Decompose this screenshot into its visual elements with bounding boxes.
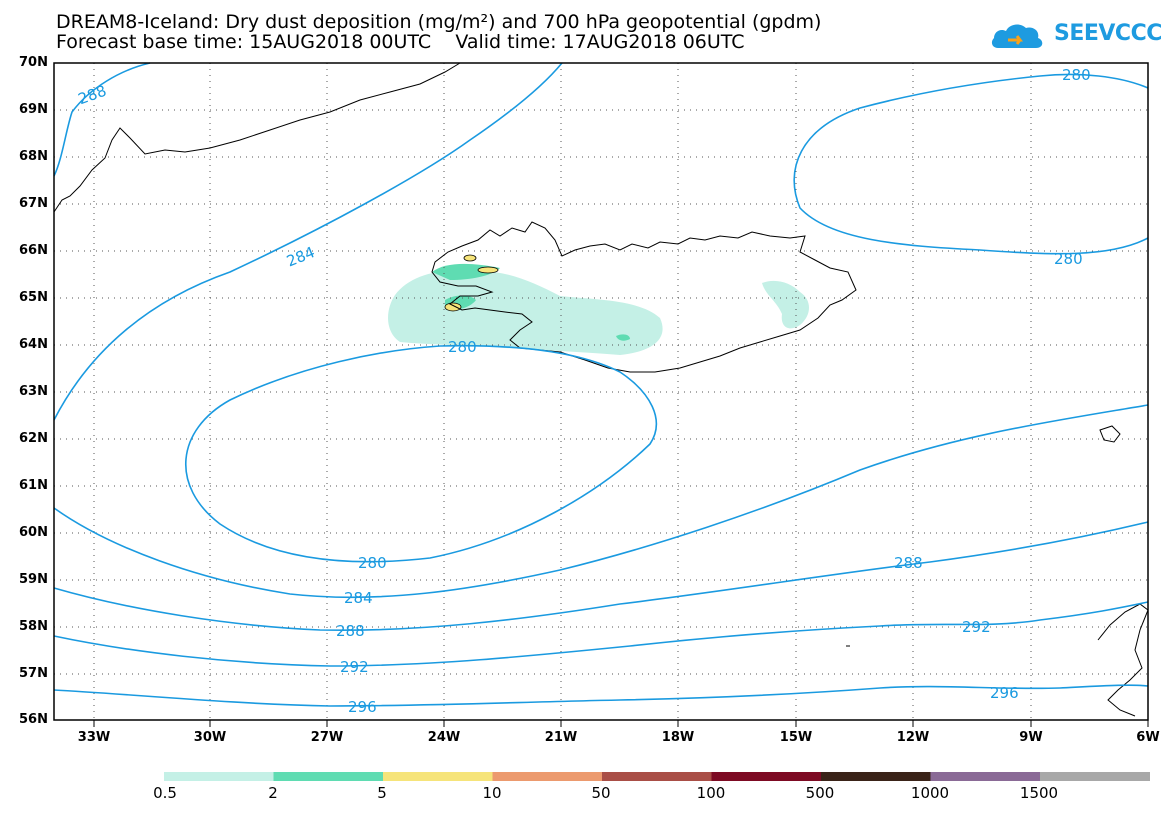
lat-label: 60N — [19, 525, 48, 540]
contour-280-closed — [185, 344, 658, 563]
title-line-1: DREAM8-Iceland: Dry dust deposition (mg/… — [56, 11, 822, 33]
colorbar-swatch — [821, 772, 931, 781]
lat-label: 65N — [19, 290, 48, 305]
colorbar-swatch — [930, 772, 1041, 781]
lon-label: 24W — [427, 730, 461, 745]
contour-label: 292 — [962, 618, 991, 636]
lat-label: 64N — [19, 337, 48, 352]
lon-label: 15W — [779, 730, 813, 745]
lon-label: 6W — [1136, 730, 1160, 745]
lat-label: 61N — [19, 478, 48, 493]
lon-label: 9W — [1019, 730, 1043, 745]
colorbar-label: 50 — [591, 784, 611, 802]
contour-label: 280 — [1054, 250, 1083, 268]
colorbar-swatch — [1040, 772, 1150, 781]
contour-280-ne — [793, 73, 1149, 255]
coastlines — [53, 62, 1149, 717]
colorbar-swatch — [492, 772, 603, 781]
colorbar-label: 5 — [377, 784, 387, 802]
contour-label: 280 — [358, 554, 387, 572]
contour-label: 288 — [76, 82, 109, 109]
contour-label: 292 — [340, 658, 369, 676]
contour-label: 288 — [894, 554, 923, 572]
lon-label: 33W — [77, 730, 111, 745]
cloud-logo-icon — [991, 24, 1043, 48]
colorbar-label: 100 — [696, 784, 726, 802]
lat-label: 69N — [19, 102, 48, 117]
contour-label: 280 — [448, 338, 477, 356]
lon-label: 21W — [544, 730, 578, 745]
lat-label: 70N — [19, 55, 48, 70]
contour-label: 288 — [336, 622, 365, 640]
iceland-coast — [431, 221, 857, 373]
contour-label: 296 — [348, 698, 377, 716]
lon-label: 27W — [310, 730, 344, 745]
dust-deposition-field — [388, 254, 809, 355]
contour-label: 280 — [1062, 66, 1091, 84]
scotland-coast — [1097, 603, 1149, 717]
lat-label: 62N — [19, 431, 48, 446]
contour-284 — [53, 62, 563, 421]
contour-label: 296 — [990, 684, 1019, 702]
colorbar-label: 10 — [482, 784, 502, 802]
lat-label: 57N — [19, 666, 48, 681]
axis-ticks — [93, 720, 1149, 727]
lat-label: 56N — [19, 712, 48, 727]
colorbar-label: 500 — [805, 784, 835, 802]
lat-label: 68N — [19, 149, 48, 164]
lon-label: 12W — [896, 730, 930, 745]
contour-292 — [53, 601, 1149, 667]
colorbar-label: 2 — [268, 784, 278, 802]
colorbar-label: 1500 — [1019, 784, 1059, 802]
title-line-2: Forecast base time: 15AUG2018 00UTC Vali… — [56, 31, 745, 53]
contour-296 — [53, 684, 1149, 707]
faroe-coast — [1099, 425, 1121, 443]
greenland-coast — [53, 62, 461, 213]
gridlines — [54, 63, 1148, 720]
lat-label: 66N — [19, 243, 48, 258]
lat-label: 67N — [19, 196, 48, 211]
colorbar-label: 1000 — [910, 784, 950, 802]
colorbar-swatch — [383, 772, 493, 781]
contour-label: 284 — [284, 243, 317, 270]
map-frame — [53, 62, 1149, 721]
contour-284-south — [53, 404, 1149, 599]
logo-text: SEEVCCC — [1054, 21, 1162, 46]
lon-label: 18W — [661, 730, 695, 745]
colorbar-swatch — [602, 772, 712, 781]
colorbar-swatch — [164, 772, 274, 781]
lat-label: 58N — [19, 619, 48, 634]
contour-label: 284 — [344, 589, 373, 607]
colorbar-label: 0.5 — [153, 784, 177, 802]
contour-288 — [53, 521, 1149, 632]
lat-label: 59N — [19, 572, 48, 587]
colorbar — [164, 772, 1150, 781]
contour-labels: 288 284 280 280 280 280 284 288 288 292 … — [76, 66, 1091, 716]
geopotential-contours — [53, 62, 1149, 707]
colorbar-swatch — [711, 772, 822, 781]
contour-288-north — [53, 62, 151, 177]
colorbar-swatch — [273, 772, 384, 781]
lon-label: 30W — [193, 730, 227, 745]
lat-label: 63N — [19, 384, 48, 399]
